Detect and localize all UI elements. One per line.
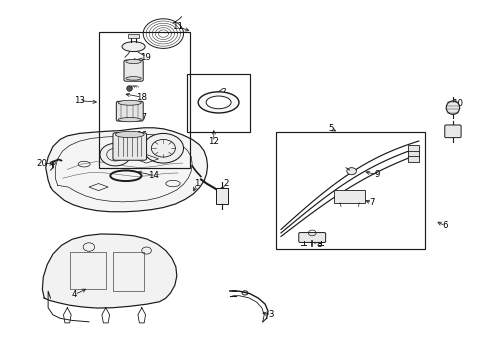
Circle shape — [100, 143, 131, 166]
Text: 16: 16 — [136, 131, 147, 140]
Text: 7: 7 — [369, 198, 375, 207]
Ellipse shape — [206, 96, 231, 109]
Bar — [187, 74, 250, 132]
Text: 12: 12 — [208, 138, 220, 147]
Bar — [408, 151, 419, 157]
Text: 3: 3 — [269, 310, 274, 319]
Text: 17: 17 — [136, 113, 147, 122]
Text: 11: 11 — [172, 22, 183, 31]
Bar — [128, 34, 139, 38]
Ellipse shape — [198, 92, 239, 113]
Text: 15: 15 — [136, 152, 147, 161]
Text: 8: 8 — [317, 240, 322, 249]
FancyBboxPatch shape — [445, 125, 461, 138]
Ellipse shape — [118, 118, 141, 122]
Polygon shape — [42, 234, 177, 308]
Text: 13: 13 — [74, 96, 85, 105]
Bar — [408, 145, 419, 152]
Polygon shape — [46, 128, 208, 212]
Text: 10: 10 — [452, 99, 463, 108]
Bar — [98, 32, 190, 168]
Text: 9: 9 — [374, 170, 380, 179]
Ellipse shape — [115, 131, 144, 138]
FancyBboxPatch shape — [124, 60, 143, 81]
Text: 2: 2 — [223, 179, 228, 188]
FancyBboxPatch shape — [113, 133, 147, 160]
Text: 18: 18 — [136, 93, 147, 102]
Ellipse shape — [126, 77, 141, 80]
Bar — [408, 156, 419, 162]
Text: 1: 1 — [194, 179, 200, 188]
Bar — [70, 252, 106, 289]
Ellipse shape — [126, 59, 141, 64]
Ellipse shape — [118, 100, 141, 105]
Ellipse shape — [446, 101, 460, 114]
Text: 6: 6 — [442, 221, 448, 230]
Circle shape — [143, 134, 184, 163]
Text: 4: 4 — [72, 290, 77, 299]
Ellipse shape — [122, 42, 145, 51]
Bar — [216, 188, 228, 204]
FancyBboxPatch shape — [116, 101, 143, 121]
Text: 19: 19 — [140, 53, 150, 62]
Bar — [334, 189, 365, 203]
Bar — [276, 132, 425, 249]
Bar — [113, 252, 144, 291]
Circle shape — [347, 168, 356, 175]
Text: 20: 20 — [37, 158, 48, 167]
FancyBboxPatch shape — [299, 233, 326, 242]
Text: 14: 14 — [148, 171, 159, 180]
Text: 5: 5 — [329, 124, 334, 133]
